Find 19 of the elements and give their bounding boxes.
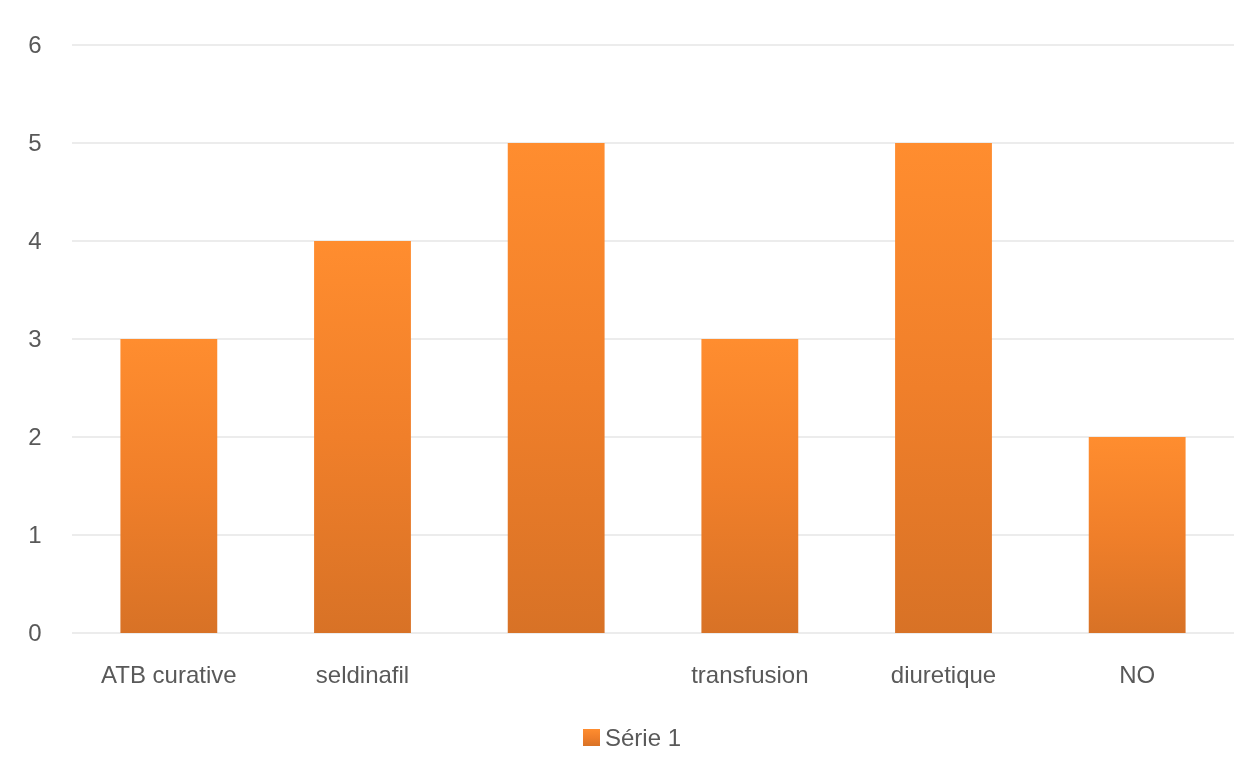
bar [895, 143, 992, 633]
y-tick-label: 2 [28, 423, 42, 451]
y-tick-label: 5 [28, 129, 42, 157]
bar [701, 339, 799, 633]
bar [314, 241, 411, 633]
bar [120, 339, 218, 633]
y-tick-label: 3 [28, 325, 42, 353]
y-tick-label: 6 [28, 31, 42, 59]
legend-label: Série 1 [605, 724, 682, 752]
bar [507, 143, 605, 633]
x-tick-label: NO [1119, 661, 1156, 688]
bar [1088, 437, 1186, 633]
y-tick-label: 4 [28, 227, 42, 255]
y-tick-label: 1 [28, 521, 42, 549]
x-tick-label: ATB curative [101, 661, 237, 688]
x-tick-label: transfusion [691, 661, 809, 688]
x-tick-label: diuretique [890, 661, 997, 688]
y-tick-label: 0 [28, 619, 42, 647]
x-tick-label: seldinafil [315, 661, 410, 688]
